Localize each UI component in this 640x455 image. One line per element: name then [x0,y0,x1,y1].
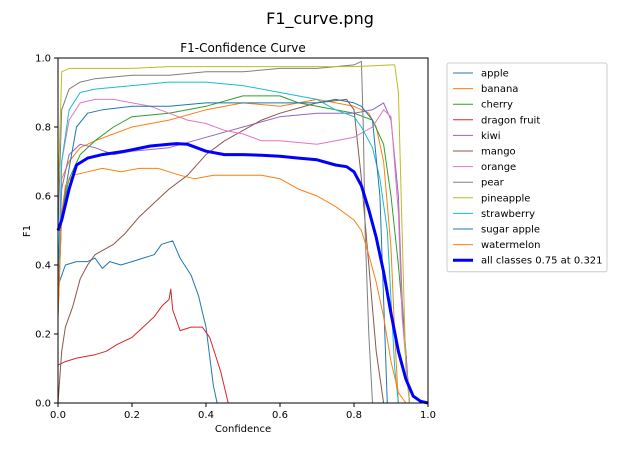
x-tick-label: 0.0 [50,410,66,421]
x-tick-label: 0.4 [198,410,214,421]
legend-label-11: watermelon [481,240,540,251]
series-line-10 [57,98,388,404]
legend-label-6: orange [481,162,516,173]
series-line-11 [57,167,407,404]
legend-label-0: apple [481,69,509,80]
y-tick-label: 0.4 [35,261,51,272]
x-tick-label: 1.0 [420,410,436,421]
legend-label-2: cherry [481,100,513,111]
series-line-1 [57,98,399,404]
x-tick-label: 0.8 [346,410,362,421]
y-tick-label: 0.6 [35,192,51,203]
axes-frame [57,57,429,404]
series-line-9 [57,81,399,404]
y-tick-label: 1.0 [35,54,51,65]
y-axis-label: F1 [22,225,33,237]
legend-label-4: kiwi [481,131,501,142]
series-line-6 [57,98,410,404]
legend-label-12: all classes 0.75 at 0.321 [481,256,603,267]
series-line-3 [57,288,229,404]
y-tick-label: 0.0 [35,399,51,410]
series-layer [56,60,429,405]
legend-label-7: pear [481,178,505,189]
legend-label-9: strawberry [481,209,535,220]
legend-label-1: banana [481,84,518,95]
legend-box [446,62,608,273]
x-tick-label: 0.6 [272,410,288,421]
chart-title: F1-Confidence Curve [180,41,306,55]
legend-label-5: mango [481,147,516,158]
x-tick-label: 0.2 [124,410,140,421]
legend-label-10: sugar apple [481,225,540,236]
legend: apple banana cherry dragon fruit kiwi mango or… [446,62,608,273]
x-axis-label: Confidence [215,424,271,435]
y-tick-label: 0.8 [35,123,51,134]
y-ticks: 0.0 0.2 0.4 0.6 0.8 1.0 [35,54,58,410]
series-line-8 [57,64,410,404]
series-line-12 [56,142,429,405]
plot-area: 0.0 0.2 0.4 0.6 0.8 1.0 0.0 0.2 0.4 0.6 0.8 1.0 [35,54,436,422]
y-tick-label: 0.2 [35,330,51,341]
figure-title: F1_curve.png [266,9,374,29]
series-line-0 [57,240,218,404]
series-line-5 [57,98,385,404]
series-line-4 [57,102,410,404]
legend-label-3: dragon fruit [481,115,540,126]
series-line-2 [57,95,410,404]
series-line-7 [57,60,373,404]
x-ticks: 0.0 0.2 0.4 0.6 0.8 1.0 [50,403,436,421]
legend-label-8: pineapple [481,193,530,204]
